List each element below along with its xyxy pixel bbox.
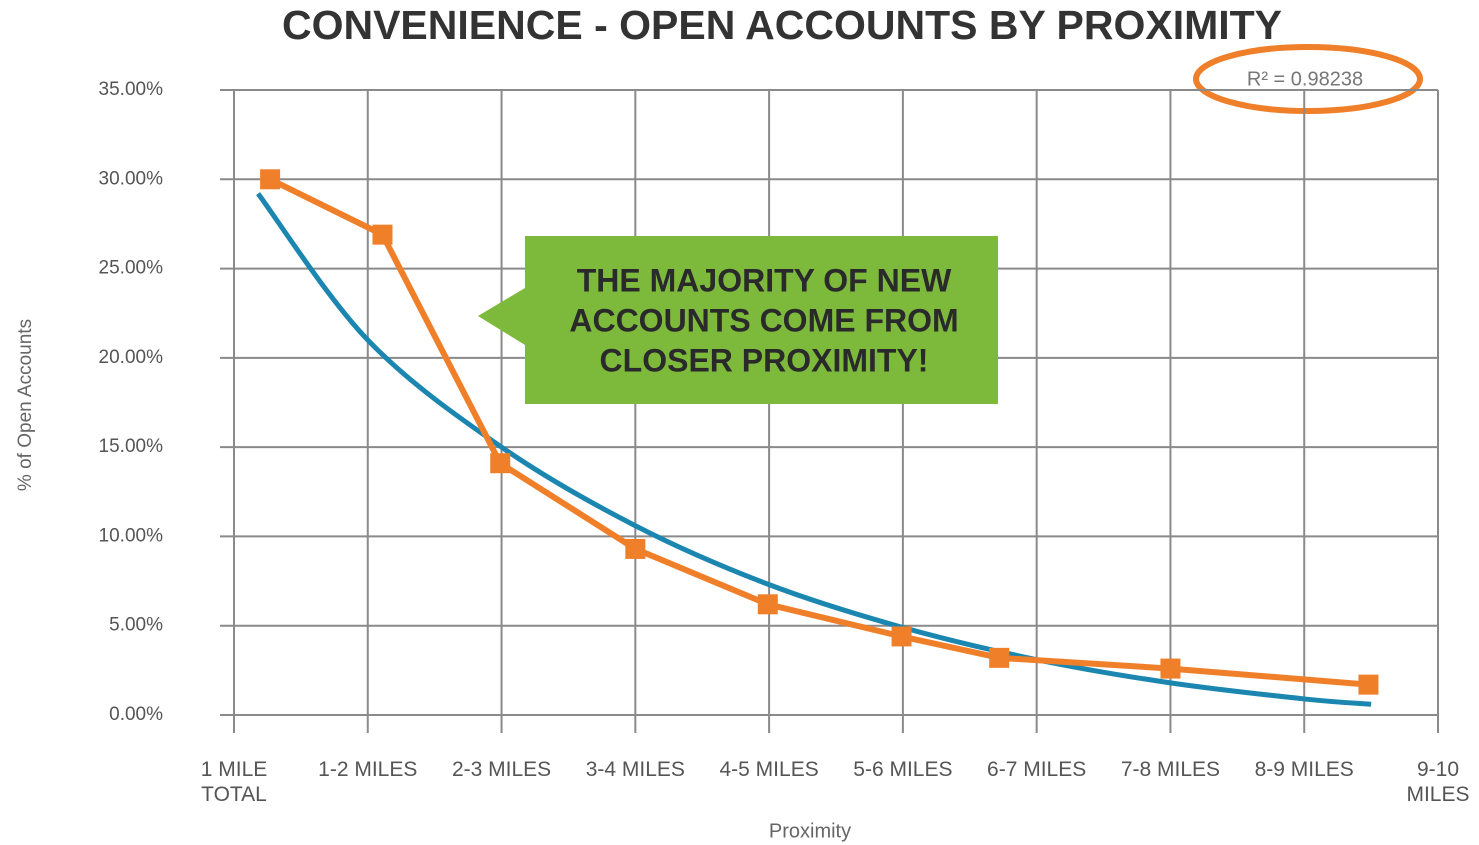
- x-tick-label: 8-9 MILES: [1254, 758, 1354, 781]
- marker: [891, 626, 912, 647]
- x-tick-label: 4-5 MILES: [719, 758, 819, 781]
- x-tick-label: 3-4 MILES: [585, 758, 685, 781]
- marker: [372, 224, 393, 245]
- y-tick-label: 35.00%: [99, 79, 164, 100]
- x-tick-label: 2-3 MILES: [451, 758, 552, 781]
- grid: [220, 89, 1439, 733]
- callout-line: ACCOUNTS COME FROM: [569, 302, 958, 338]
- chart-title: CONVENIENCE - OPEN ACCOUNTS BY PROXIMITY: [282, 2, 1282, 48]
- marker: [490, 453, 511, 474]
- marker: [625, 538, 646, 559]
- y-axis-label: % of Open Accounts: [15, 319, 36, 491]
- x-tick-label: 6-7 MILES: [987, 758, 1087, 781]
- marker: [1160, 658, 1181, 679]
- y-tick-label: 25.00%: [99, 258, 164, 279]
- plot: [256, 169, 1379, 707]
- marker: [1358, 674, 1379, 695]
- marker: [757, 594, 778, 615]
- y-tick-label: 10.00%: [99, 525, 164, 546]
- x-tick-label: 9-10 MILES: [1406, 758, 1470, 806]
- y-tick-label: 15.00%: [99, 436, 164, 457]
- marker: [989, 647, 1010, 668]
- x-axis-label: Proximity: [769, 820, 851, 842]
- callout-line: CLOSER PROXIMITY!: [600, 342, 929, 378]
- callout: THE MAJORITY OF NEW ACCOUNTS COME FROM C…: [478, 236, 998, 404]
- y-tick-label: 20.00%: [99, 347, 164, 368]
- x-tick-label: 1 MILE TOTAL: [200, 758, 268, 806]
- x-tick-label: 5-6 MILES: [853, 758, 953, 781]
- callout-box: [478, 236, 998, 404]
- marker: [260, 169, 281, 190]
- x-tick-label: 7-8 MILES: [1120, 758, 1221, 781]
- y-tick-label: 5.00%: [109, 615, 163, 636]
- highlight-ellipse: [1193, 44, 1423, 114]
- callout-line: THE MAJORITY OF NEW: [577, 262, 952, 298]
- r-squared: R² = 0.98238: [1247, 68, 1363, 90]
- x-tick-label: 1-2 MILES: [318, 758, 418, 781]
- trend-line: [256, 192, 1372, 707]
- y-tick-label: 30.00%: [99, 168, 164, 189]
- y-tick-label: 0.00%: [109, 704, 163, 725]
